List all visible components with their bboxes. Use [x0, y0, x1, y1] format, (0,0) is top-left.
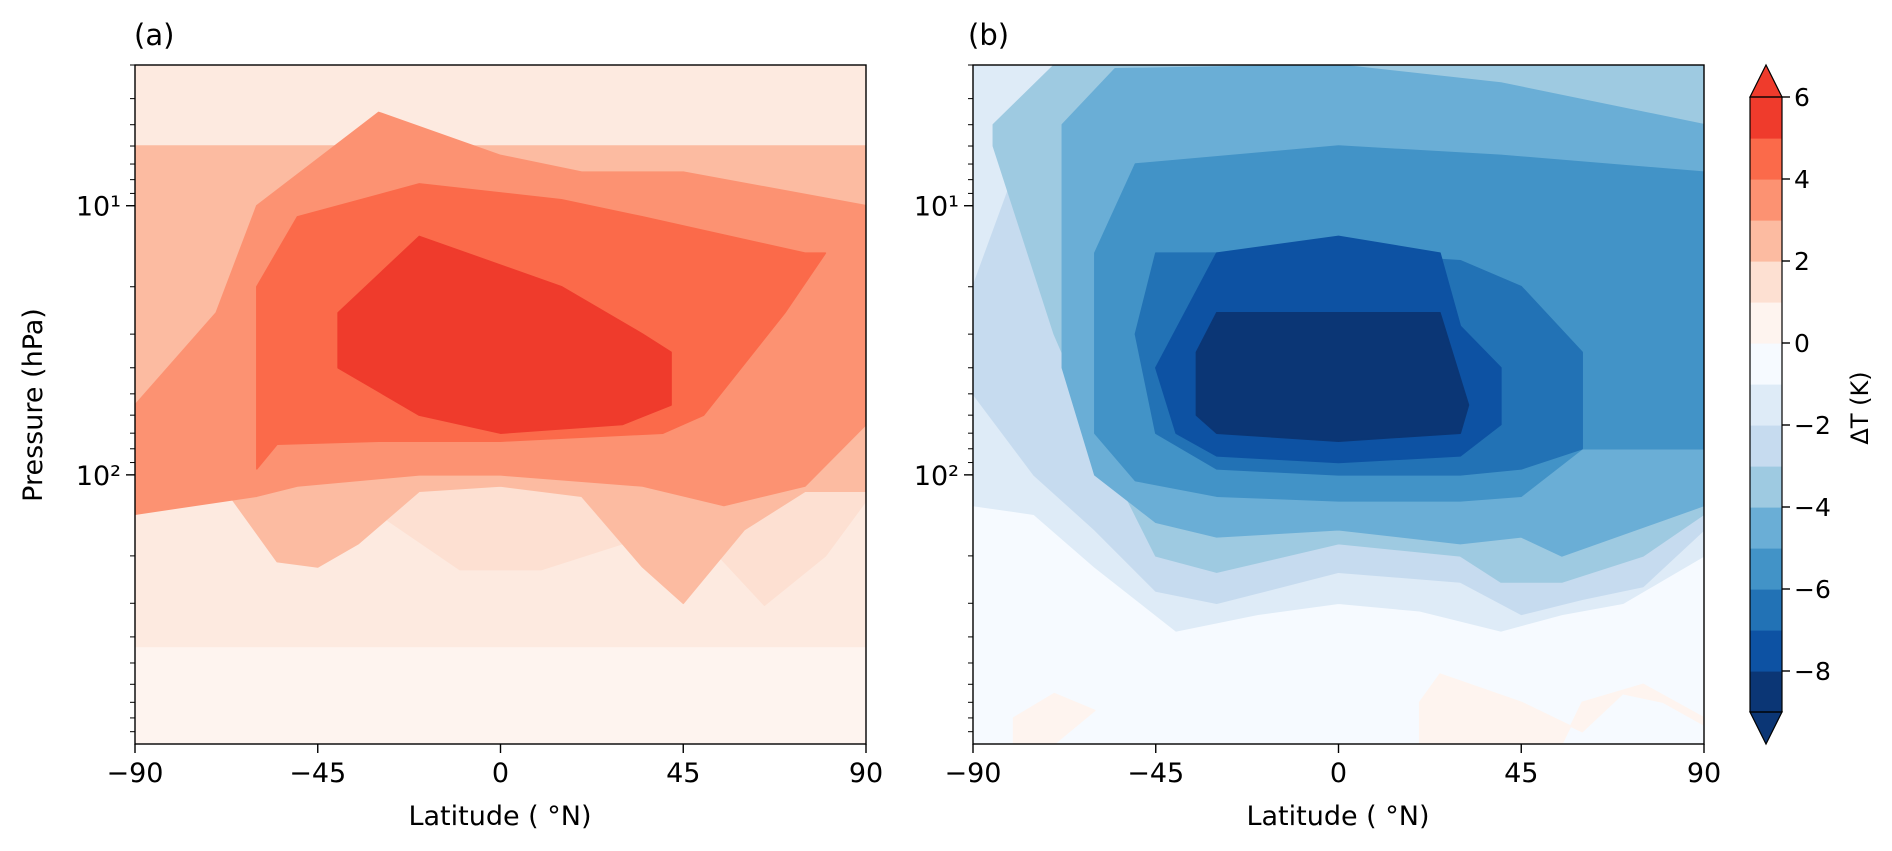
panel-a-label: (a): [134, 18, 174, 52]
colorbar-segment: [1750, 589, 1782, 631]
x-tick-label: 90: [849, 758, 883, 789]
colorbar-tick-label: 2: [1794, 247, 1810, 276]
x-tick-label: 45: [666, 758, 700, 789]
colorbar: −8 −6 −4 −2 0 2 4 6 ΔT (K): [1749, 63, 1874, 746]
panel-b-frame: [972, 64, 1705, 745]
panel-a: (a) −90 −45 0 45 90 10¹ 10² Latitude ( °N) Pre…: [18, 18, 883, 832]
colorbar-segment: [1750, 97, 1782, 139]
panel-a-ylabel: Pressure (hPa): [18, 308, 49, 502]
panel-b-label: (b): [968, 18, 1009, 52]
y-tick-label: 10¹: [914, 192, 959, 223]
colorbar-tick-label: −4: [1794, 493, 1831, 522]
colorbar-segments: −8 −6 −4 −2 0 2 4 6: [1749, 63, 1831, 746]
panel-b-contours: [973, 65, 1704, 744]
y-tick-label: 10²: [914, 461, 959, 492]
x-tick-label: 90: [1687, 758, 1721, 789]
colorbar-segment: [1750, 302, 1782, 344]
colorbar-tick-label: −2: [1794, 411, 1831, 440]
colorbar-segment: [1750, 384, 1782, 426]
contour-region: [337, 235, 672, 434]
panel-b: (b) −90 −45 0 45 90 10¹ 10² Latitude ( °N): [914, 18, 1721, 832]
colorbar-label: ΔT (K): [1846, 371, 1874, 444]
colorbar-segment: [1750, 220, 1782, 262]
colorbar-extend-min: [1749, 711, 1783, 746]
x-tick-label: −45: [1127, 758, 1184, 789]
colorbar-segment: [1750, 138, 1782, 180]
panel-a-frame: [134, 64, 867, 745]
y-tick-label: 10²: [76, 461, 121, 492]
colorbar-extend-max: [1749, 63, 1783, 98]
x-tick-label: 45: [1504, 758, 1538, 789]
colorbar-tick-label: 6: [1794, 83, 1810, 112]
x-tick-label: −90: [107, 758, 164, 789]
colorbar-segment: [1750, 671, 1782, 713]
colorbar-frame: [1749, 96, 1783, 713]
y-tick-label: 10¹: [76, 192, 121, 223]
colorbar-tick-label: 4: [1794, 165, 1810, 194]
contour-region: [1195, 312, 1470, 442]
contour-region: [1418, 673, 1704, 744]
colorbar-segment: [1750, 466, 1782, 508]
colorbar-tick-label: 0: [1794, 329, 1810, 358]
panel-b-xlabel: Latitude ( °N): [1246, 801, 1429, 832]
colorbar-segment: [1750, 548, 1782, 590]
x-tick-label: 0: [492, 758, 509, 789]
x-tick-label: −90: [945, 758, 1002, 789]
contour-region: [1012, 692, 1096, 744]
x-tick-label: −45: [289, 758, 346, 789]
colorbar-tick-label: −8: [1794, 657, 1831, 686]
panel-a-axes: −90 −45 0 45 90 10¹ 10²: [76, 64, 883, 789]
contour-region: [135, 647, 866, 744]
colorbar-segment: [1750, 425, 1782, 467]
colorbar-segment: [1750, 179, 1782, 221]
colorbar-segment: [1750, 630, 1782, 672]
colorbar-segment: [1750, 343, 1782, 385]
panel-b-axes: −90 −45 0 45 90 10¹ 10²: [914, 64, 1721, 789]
colorbar-segment: [1750, 507, 1782, 549]
panel-a-xlabel: Latitude ( °N): [408, 801, 591, 832]
panel-a-contours: [135, 111, 866, 744]
x-tick-label: 0: [1330, 758, 1347, 789]
colorbar-tick-label: −6: [1794, 575, 1831, 604]
colorbar-segment: [1750, 261, 1782, 303]
